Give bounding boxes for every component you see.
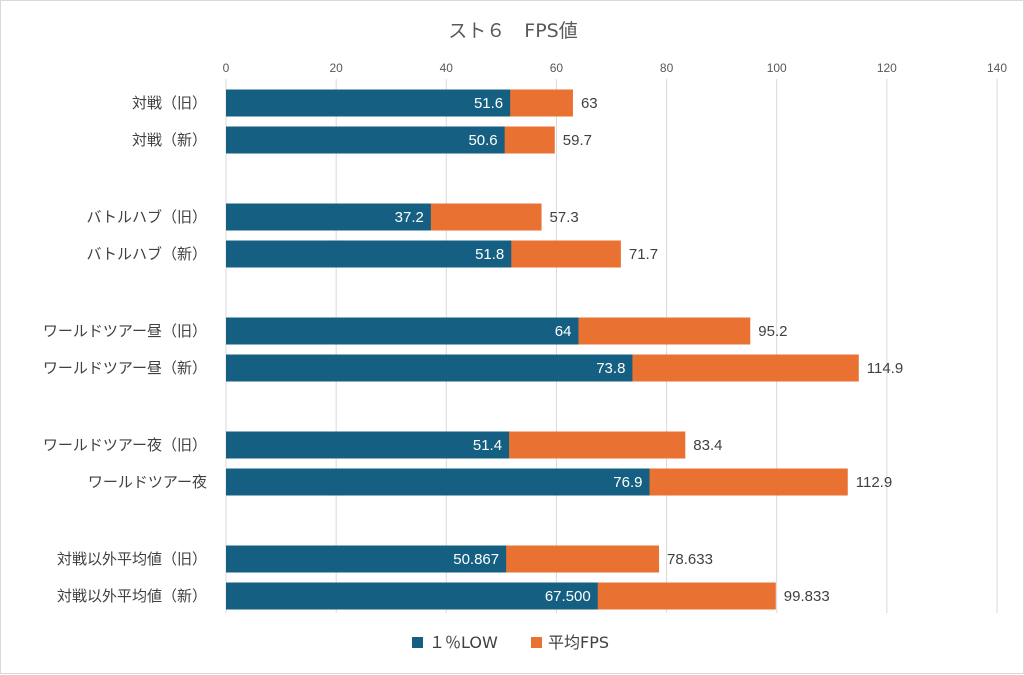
x-tick-label: 40: [440, 61, 454, 75]
x-tick-label: 120: [877, 61, 897, 75]
data-label-1pct-low: 51.4: [473, 437, 502, 454]
data-label-1pct-low: 37.2: [395, 209, 424, 226]
category-label: 対戦以外平均値（旧）: [57, 550, 207, 568]
legend-label-1pct-low: １％LOW: [429, 633, 498, 652]
data-label-1pct-low: 51.8: [475, 246, 504, 263]
x-tick-label: 100: [767, 61, 787, 75]
gridlines: [225, 79, 998, 613]
bar-1pct-low: [226, 317, 579, 345]
data-label-1pct-low: 50.867: [453, 551, 499, 568]
data-label-avg-fps: 57.3: [550, 209, 579, 226]
legend-swatch-1pct-low: [412, 637, 423, 648]
bar-1pct-low: [226, 545, 507, 573]
x-tick-label: 80: [660, 61, 674, 75]
data-label-1pct-low: 51.6: [474, 95, 503, 112]
x-tick-label: 20: [329, 61, 343, 75]
bar-1pct-low: [226, 582, 598, 610]
category-label: ワールドツアー昼（新）: [43, 359, 207, 377]
data-label-avg-fps: 95.2: [758, 323, 787, 340]
data-label-1pct-low: 73.8: [596, 360, 625, 377]
data-label-1pct-low: 67.500: [545, 588, 591, 605]
bar-1pct-low: [226, 240, 512, 268]
category-label: ワールドツアー夜（旧）: [43, 436, 207, 454]
x-tick-label: 60: [550, 61, 564, 75]
chart-title: スト６ FPS値: [448, 20, 577, 42]
data-label-1pct-low: 76.9: [613, 474, 642, 491]
data-label-avg-fps: 112.9: [856, 474, 892, 491]
bars: 51.6 63 50.6 59.7 37.2 57.3 51.8 71.7 64 95.2 73.8…: [226, 89, 903, 610]
data-label-avg-fps: 78.633: [667, 551, 713, 568]
data-label-avg-fps: 114.9: [867, 360, 903, 377]
category-label: 対戦以外平均値（新）: [57, 587, 207, 605]
legend-label-avg-fps: 平均FPS: [548, 633, 609, 652]
bar-1pct-low: [226, 89, 511, 117]
category-label: 対戦（旧）: [132, 94, 207, 112]
data-label-1pct-low: 64: [555, 323, 572, 340]
data-label-avg-fps: 71.7: [629, 246, 658, 263]
category-label: ワールドツアー昼（旧）: [43, 322, 207, 340]
bar-1pct-low: [226, 468, 650, 496]
data-label-avg-fps: 99.833: [784, 588, 830, 605]
x-tick-label: 140: [987, 61, 1007, 75]
data-label-avg-fps: 83.4: [693, 437, 722, 454]
legend: １％LOW 平均FPS: [412, 633, 609, 652]
category-labels: 対戦（旧） 対戦（新） バトルハブ（旧） バトルハブ（新） ワールドツアー昼（旧） ワール…: [43, 94, 207, 605]
bar-1pct-low: [226, 431, 510, 459]
bar-1pct-low: [226, 126, 505, 154]
bar-1pct-low: [226, 354, 633, 382]
bar-1pct-low: [226, 203, 431, 231]
category-label: バトルハブ（旧）: [87, 208, 207, 226]
category-label: 対戦（新）: [132, 131, 207, 149]
legend-swatch-avg-fps: [531, 637, 542, 648]
data-label-avg-fps: 63: [581, 95, 598, 112]
x-tick-label: 0: [223, 61, 230, 75]
data-label-1pct-low: 50.6: [468, 132, 497, 149]
category-label: ワールドツアー夜: [88, 473, 207, 491]
category-label: バトルハブ（新）: [87, 245, 207, 263]
x-axis-ticks: 0 20 40 60 80 100 120 140: [223, 61, 1008, 75]
data-label-avg-fps: 59.7: [563, 132, 592, 149]
